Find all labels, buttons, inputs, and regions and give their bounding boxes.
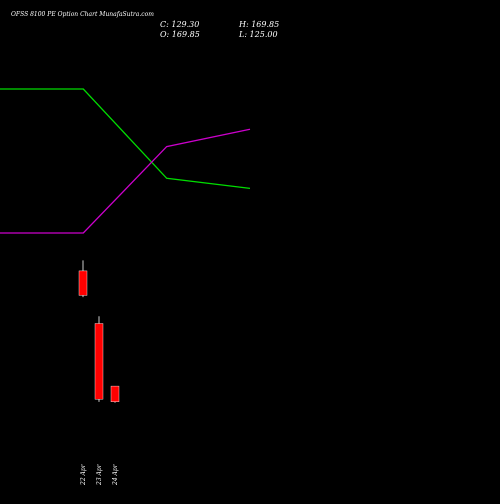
candles-layer xyxy=(78,260,120,403)
chart-title: OFSS 8100 PE Option Chart MunafaSutra.co… xyxy=(11,11,154,18)
low-readout: L: 125.00 xyxy=(239,30,278,39)
close-readout: C: 129.30 xyxy=(160,20,200,29)
line-series-1 xyxy=(0,128,251,234)
open-readout: O: 169.85 xyxy=(160,30,200,39)
x-tick-label-1: 23 Apr xyxy=(96,463,103,486)
line-series-layer xyxy=(0,88,251,234)
candle-body-1 xyxy=(94,323,104,400)
line-series-0 xyxy=(0,88,251,190)
x-axis-labels: 22 Apr 23 Apr 24 Apr xyxy=(80,463,119,486)
candle-body-0 xyxy=(78,270,88,296)
high-readout: H: 169.85 xyxy=(239,20,280,29)
x-tick-label-0: 22 Apr xyxy=(80,463,87,486)
candle-body-2 xyxy=(110,385,120,403)
x-tick-label-2: 24 Apr xyxy=(112,463,119,486)
